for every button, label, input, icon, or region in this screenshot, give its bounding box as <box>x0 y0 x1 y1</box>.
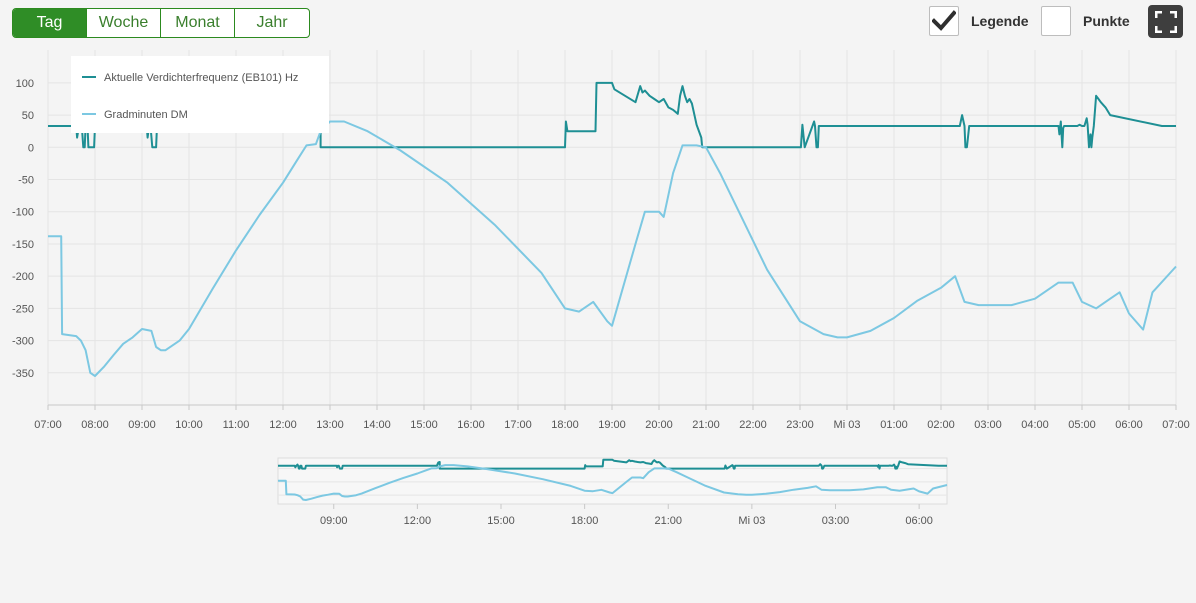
points-option-label: Punkte <box>1083 13 1130 29</box>
navigator-tick-label: 18:00 <box>571 515 599 527</box>
x-tick-label: 05:00 <box>1068 419 1096 431</box>
x-tick-label: 19:00 <box>598 419 626 431</box>
x-tick-label: 14:00 <box>363 419 391 431</box>
x-tick-label: 09:00 <box>128 419 156 431</box>
x-tick-label: 22:00 <box>739 419 767 431</box>
fullscreen-icon <box>1154 10 1177 33</box>
x-tick-label: 11:00 <box>223 419 250 431</box>
fullscreen-button[interactable] <box>1148 5 1183 38</box>
points-checkbox[interactable] <box>1041 6 1071 36</box>
navigator-tick-label: 21:00 <box>654 515 682 527</box>
x-tick-label: 17:00 <box>504 419 532 431</box>
x-tick-label: 10:00 <box>175 419 203 431</box>
legend-item-label: Gradminuten DM <box>104 109 188 121</box>
main-chart[interactable]: 100 50 0 -50 -100 -150 -200 -250 -300 -350 07:00 08… <box>0 50 1196 440</box>
y-tick-label: -100 <box>12 207 34 219</box>
check-icon <box>932 10 956 31</box>
period-jahr-button[interactable]: Jahr <box>256 14 288 31</box>
x-tick-label: 16:00 <box>457 419 485 431</box>
navigator-tick-label: 09:00 <box>320 515 348 527</box>
x-tick-label: 04:00 <box>1021 419 1049 431</box>
x-tick-label: 06:00 <box>1115 419 1143 431</box>
period-woche-button[interactable]: Woche <box>87 9 161 37</box>
x-tick-label: 07:00 <box>1162 419 1190 431</box>
x-tick-label: 20:00 <box>645 419 673 431</box>
y-tick-label: 50 <box>22 110 34 122</box>
navigator-tick-label: Mi 03 <box>738 515 765 527</box>
navigator-degree-minutes-line <box>278 464 948 501</box>
legend-option-label: Legende <box>971 13 1029 29</box>
y-tick-label: -50 <box>18 175 34 187</box>
x-tick-label: Mi 03 <box>834 419 861 431</box>
chart-legend: Aktuelle Verdichterfrequenz (EB101) Hz Gr… <box>71 56 329 133</box>
period-selector: Tag Woche Monat Jahr <box>12 8 310 38</box>
x-tick-label: 23:00 <box>786 419 814 431</box>
y-tick-label: 0 <box>28 142 34 154</box>
navigator-tick-label: 12:00 <box>404 515 432 527</box>
x-tick-label: 12:00 <box>269 419 297 431</box>
points-option: Punkte <box>1041 6 1130 36</box>
y-tick-label: -300 <box>12 336 34 348</box>
x-tick-label: 13:00 <box>316 419 344 431</box>
x-tick-label: 02:00 <box>927 419 955 431</box>
x-tick-label: 08:00 <box>81 419 109 431</box>
navigator-compressor-line <box>278 458 947 470</box>
legend-box <box>71 56 329 133</box>
y-tick-label: -250 <box>12 303 34 315</box>
x-tick-label: 21:00 <box>692 419 720 431</box>
legend-item-label: Aktuelle Verdichterfrequenz (EB101) Hz <box>104 72 298 84</box>
x-tick-label: 15:00 <box>410 419 438 431</box>
x-tick-label: 03:00 <box>974 419 1002 431</box>
period-monat-button[interactable]: Monat <box>161 9 235 37</box>
x-tick-label: 07:00 <box>34 419 62 431</box>
y-tick-label: 100 <box>16 78 34 90</box>
navigator-tick-label: 06:00 <box>905 515 933 527</box>
x-tick-label: 01:00 <box>880 419 908 431</box>
navigator-tick-label: 03:00 <box>822 515 850 527</box>
y-tick-label: -200 <box>12 271 34 283</box>
degree-minutes-line <box>48 120 1177 377</box>
y-tick-label: -150 <box>12 239 34 251</box>
legend-checkbox[interactable] <box>929 6 959 36</box>
x-tick-label: 18:00 <box>551 419 579 431</box>
legend-option: Legende <box>929 6 1029 36</box>
y-tick-label: -350 <box>12 368 34 380</box>
navigator-chart[interactable]: 09:00 12:00 15:00 18:00 21:00 Mi 03 03:00 06:00 <box>0 452 1196 542</box>
period-tag-button[interactable]: Tag <box>13 9 87 37</box>
navigator-tick-label: 15:00 <box>487 515 515 527</box>
